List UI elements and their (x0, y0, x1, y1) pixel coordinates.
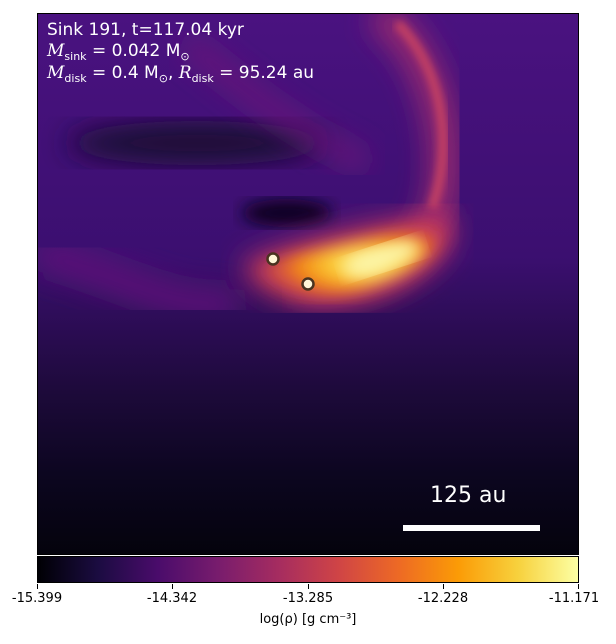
scale-bar (403, 525, 540, 531)
density-image (37, 13, 579, 555)
scale-bar-label: 125 au (430, 483, 507, 508)
colorbar-tick-label: -13.285 (282, 591, 334, 606)
colorbar-tick-label: -12.228 (417, 591, 469, 606)
sink-marker (301, 277, 315, 291)
colorbar-tick-label: -11.171 (548, 591, 600, 606)
colorbar-label: log(ρ) [g cm⁻³] (259, 612, 357, 627)
sink-title: Sink 191, t=117.04 kyr (47, 20, 244, 40)
colorbar (37, 556, 579, 583)
colorbar-tick-label: -15.399 (11, 591, 63, 606)
colorbar-tick (37, 584, 38, 589)
disk-properties: Mdisk = 0.4 M⊙, Rdisk = 95.24 au (47, 63, 315, 85)
density-map (37, 13, 579, 555)
colorbar-tick (443, 584, 444, 589)
sink-mass: Msink = 0.042 M⊙ (47, 41, 190, 63)
colorbar-tick-label: -14.342 (146, 591, 198, 606)
colorbar-tick (308, 584, 309, 589)
colorbar-tick (172, 584, 173, 589)
colorbar-tick (578, 584, 579, 589)
sink-marker (266, 252, 280, 266)
